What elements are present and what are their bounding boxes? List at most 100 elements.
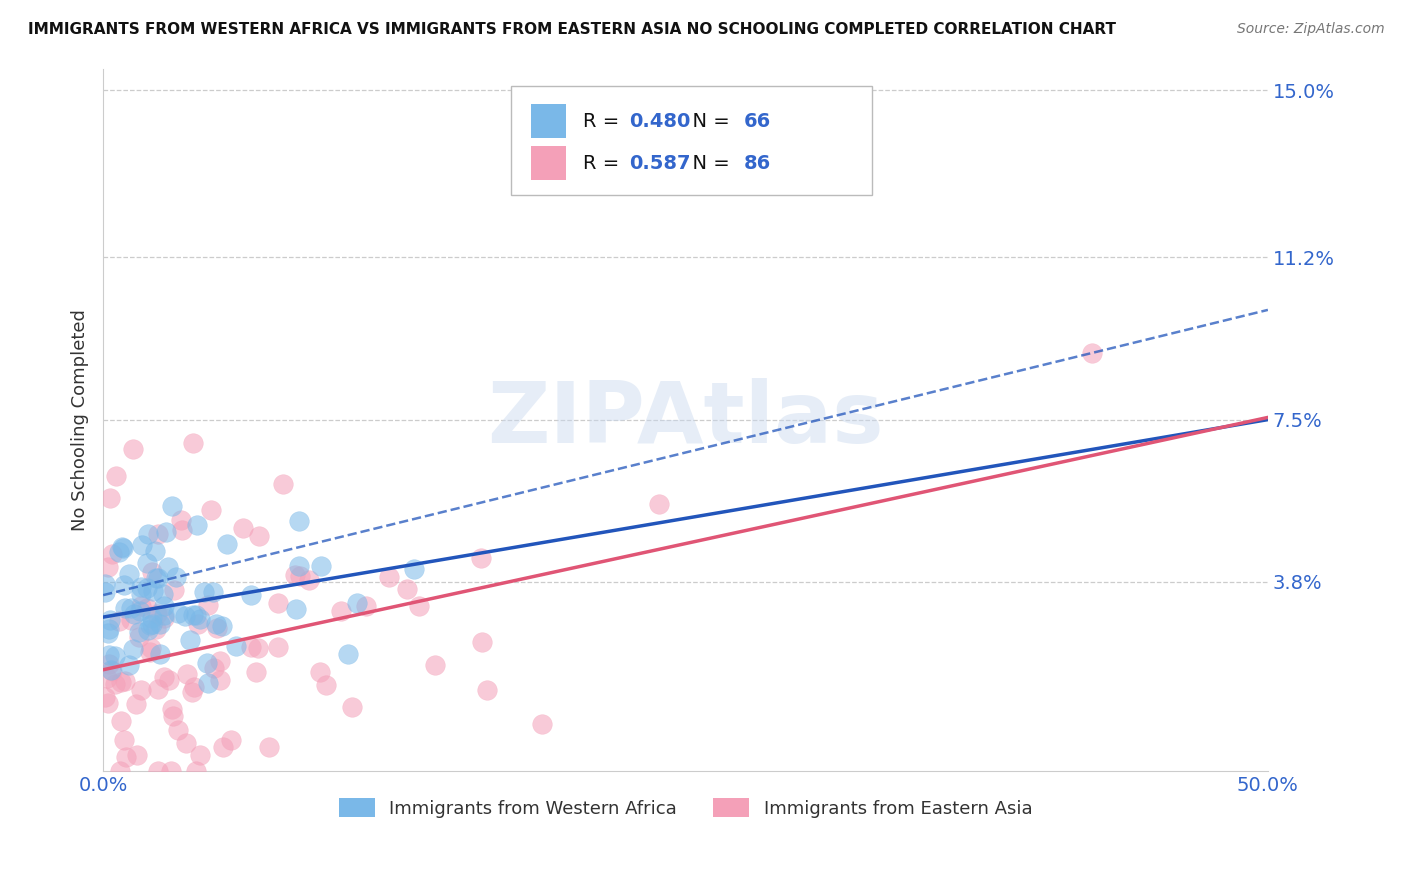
- Point: [183, 680, 205, 694]
- Point: [354, 599, 377, 613]
- Point: [179, 633, 201, 648]
- Point: [232, 521, 254, 535]
- Point: [162, 499, 184, 513]
- Point: [94, 585, 117, 599]
- Point: [97, 622, 120, 636]
- Point: [315, 677, 337, 691]
- Point: [138, 623, 160, 637]
- Point: [128, 630, 150, 644]
- Point: [146, 526, 169, 541]
- Point: [202, 584, 225, 599]
- Point: [157, 673, 180, 688]
- Point: [129, 580, 152, 594]
- Point: [266, 596, 288, 610]
- Point: [98, 657, 121, 672]
- Point: [110, 764, 132, 778]
- Point: [122, 607, 145, 622]
- Point: [204, 660, 226, 674]
- Point: [125, 747, 148, 762]
- Point: [135, 601, 157, 615]
- Point: [284, 568, 307, 582]
- Point: [142, 584, 165, 599]
- Point: [129, 587, 152, 601]
- Point: [212, 740, 235, 755]
- Point: [110, 714, 132, 729]
- Point: [193, 585, 215, 599]
- Point: [346, 595, 368, 609]
- Point: [475, 682, 498, 697]
- Point: [117, 658, 139, 673]
- Point: [197, 676, 219, 690]
- Point: [152, 611, 174, 625]
- Text: N =: N =: [679, 153, 735, 173]
- Point: [408, 599, 430, 613]
- Point: [1081, 346, 1104, 360]
- Point: [155, 524, 177, 539]
- Point: [129, 682, 152, 697]
- Point: [139, 618, 162, 632]
- Point: [152, 670, 174, 684]
- Point: [152, 599, 174, 613]
- Point: [100, 491, 122, 506]
- Point: [245, 665, 267, 679]
- Point: [648, 497, 671, 511]
- Point: [239, 640, 262, 655]
- Text: Source: ZipAtlas.com: Source: ZipAtlas.com: [1237, 22, 1385, 37]
- Point: [167, 606, 190, 620]
- Point: [329, 603, 352, 617]
- Text: N =: N =: [679, 112, 735, 131]
- Point: [197, 598, 219, 612]
- Point: [145, 571, 167, 585]
- Point: [378, 569, 401, 583]
- Point: [141, 565, 163, 579]
- Point: [149, 617, 172, 632]
- Point: [101, 547, 124, 561]
- Text: R =: R =: [583, 112, 626, 131]
- Point: [471, 634, 494, 648]
- Point: [100, 664, 122, 678]
- Point: [181, 685, 204, 699]
- Point: [128, 624, 150, 639]
- Point: [104, 648, 127, 663]
- Point: [120, 600, 142, 615]
- Point: [257, 739, 280, 754]
- Point: [336, 647, 359, 661]
- Point: [98, 648, 121, 662]
- Point: [195, 656, 218, 670]
- Point: [186, 517, 208, 532]
- Point: [160, 764, 183, 778]
- Point: [531, 716, 554, 731]
- Point: [98, 613, 121, 627]
- Point: [141, 616, 163, 631]
- Point: [97, 626, 120, 640]
- Point: [240, 588, 263, 602]
- Point: [107, 614, 129, 628]
- Point: [122, 442, 145, 456]
- Point: [188, 748, 211, 763]
- Point: [165, 570, 187, 584]
- Point: [104, 676, 127, 690]
- Point: [160, 702, 183, 716]
- Point: [108, 545, 131, 559]
- Point: [184, 607, 207, 622]
- Text: R =: R =: [583, 153, 626, 173]
- Point: [288, 569, 311, 583]
- Point: [152, 608, 174, 623]
- Point: [136, 527, 159, 541]
- Point: [111, 541, 134, 555]
- Point: [200, 503, 222, 517]
- Point: [138, 645, 160, 659]
- Point: [97, 696, 120, 710]
- Point: [152, 587, 174, 601]
- Point: [125, 698, 148, 712]
- Text: 0.480: 0.480: [630, 112, 690, 131]
- Point: [174, 736, 197, 750]
- Point: [162, 709, 184, 723]
- Point: [311, 558, 333, 573]
- Point: [174, 608, 197, 623]
- Point: [170, 513, 193, 527]
- Point: [188, 612, 211, 626]
- Point: [110, 675, 132, 690]
- Point: [208, 673, 231, 687]
- Y-axis label: No Schooling Completed: No Schooling Completed: [72, 309, 89, 531]
